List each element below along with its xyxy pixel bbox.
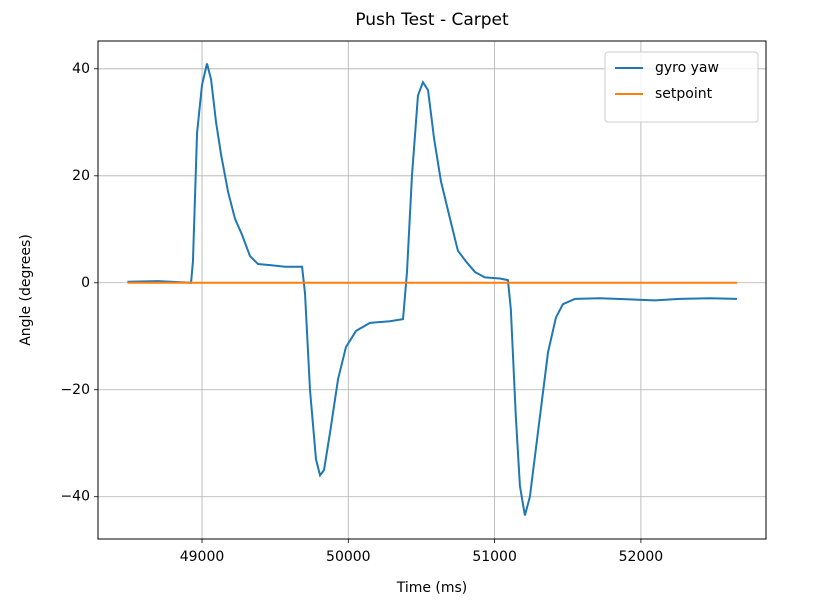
data-line: [127, 63, 738, 516]
legend-label: setpoint: [655, 86, 713, 102]
y-tick-label: 0: [81, 275, 90, 291]
x-tick-label: 50000: [326, 549, 371, 565]
x-axis-label: Time (ms): [396, 580, 468, 596]
plot-frame: [97, 40, 767, 540]
y-tick-label: 20: [72, 168, 90, 184]
y-axis-label: Angle (degrees): [18, 234, 34, 346]
x-tick-label: 52000: [619, 549, 664, 565]
y-tick-label: −20: [60, 382, 90, 398]
x-tick-label: 49000: [180, 549, 225, 565]
y-tick-label: 40: [72, 61, 90, 77]
y-tick-label: −40: [60, 489, 90, 505]
legend-label: gyro yaw: [655, 60, 719, 76]
chart-title: Push Test - Carpet: [355, 10, 509, 30]
x-tick-label: 51000: [472, 549, 517, 565]
legend-box: [604, 51, 759, 123]
